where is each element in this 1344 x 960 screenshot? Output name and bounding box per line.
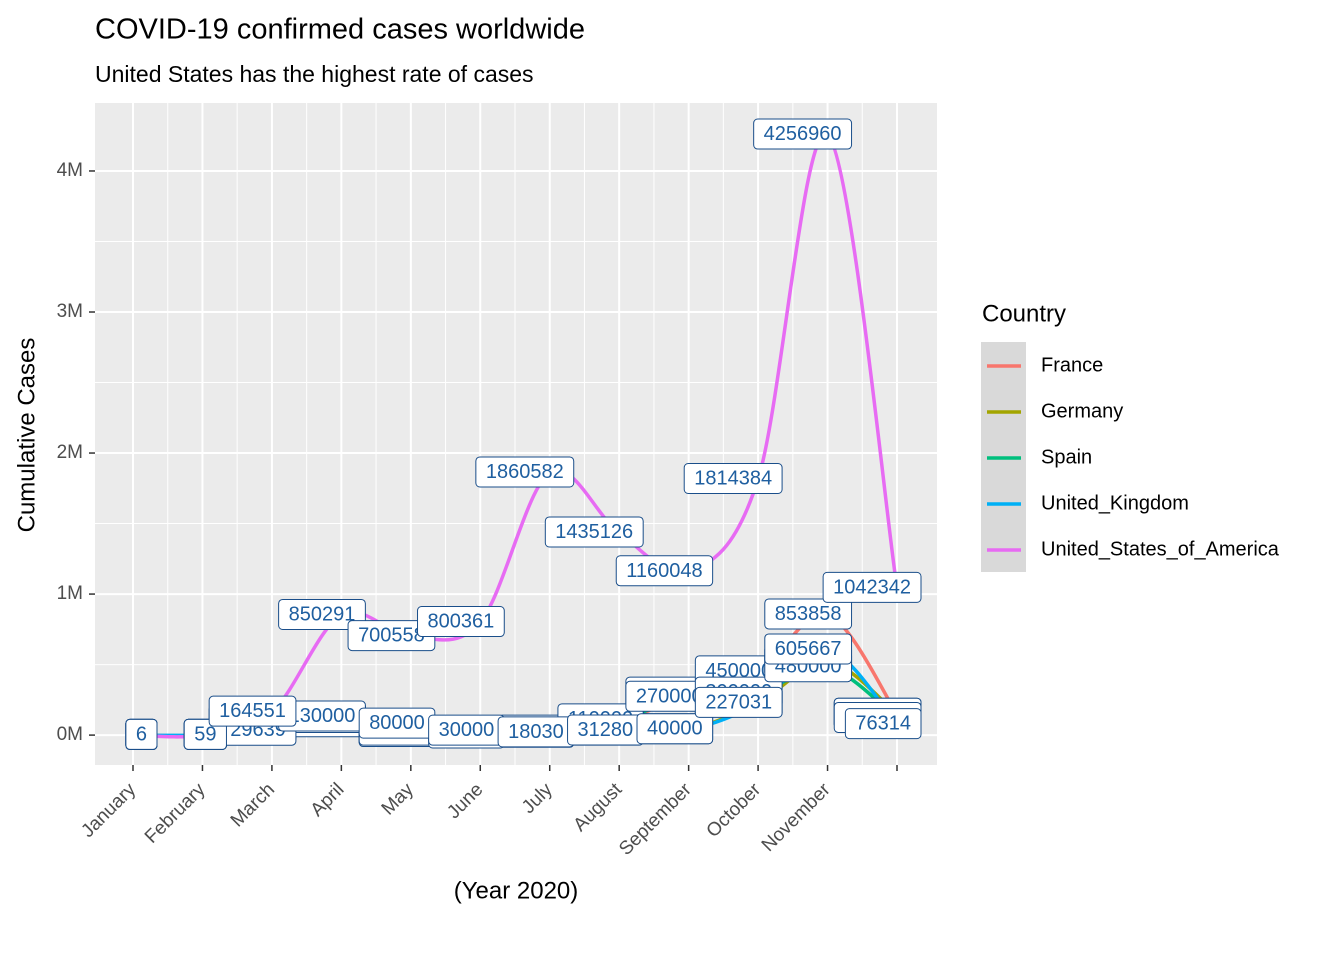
- data-label-text: 227031: [705, 691, 772, 713]
- y-axis-title: Cumulative Cases: [13, 338, 40, 533]
- data-label-box: [208, 695, 297, 727]
- data-label: 6: [125, 718, 158, 750]
- data-label-box: [636, 713, 714, 745]
- data-label-text: 130000: [289, 705, 356, 727]
- data-label-box: [615, 555, 714, 587]
- data-label-text: 450000: [705, 660, 772, 682]
- data-label-text: 76314: [855, 713, 911, 735]
- data-label-text: 270000: [636, 685, 703, 707]
- x-axis-title: (Year 2020): [454, 877, 579, 904]
- data-label: 1160048: [615, 555, 714, 587]
- data-label-text: 1814384: [694, 467, 772, 489]
- data-label-box: [764, 598, 853, 630]
- y-tick-label: 4M: [57, 160, 83, 181]
- y-tick-label: 3M: [57, 301, 83, 322]
- data-label: 30000: [428, 714, 505, 746]
- data-label: 80000: [358, 707, 436, 739]
- data-label: 853858: [764, 598, 853, 630]
- y-tick-label: 1M: [57, 583, 83, 604]
- data-label-text: 31280: [578, 719, 634, 741]
- data-label-text: 853858: [775, 603, 842, 625]
- data-label-box: [417, 606, 505, 638]
- data-label-text: 1160048: [626, 560, 702, 582]
- data-label: 227031: [694, 686, 783, 718]
- legend-label: Germany: [1041, 400, 1123, 422]
- data-label: 1860582: [475, 456, 575, 488]
- data-label: 700558: [347, 620, 436, 652]
- data-label-box: [822, 571, 922, 603]
- data-label-box: [125, 718, 158, 750]
- legend-label: France: [1041, 354, 1103, 376]
- data-label-text: 6: [136, 723, 147, 745]
- x-tick-label: April: [307, 779, 349, 821]
- data-label-text: 30000: [439, 719, 495, 741]
- data-label-box: [683, 462, 783, 494]
- data-label-text: 1042342: [833, 576, 911, 598]
- y-tick-label: 2M: [57, 442, 83, 463]
- legend-label: United_Kingdom: [1041, 492, 1189, 514]
- data-label-text: 164551: [219, 700, 286, 722]
- x-tick-label: February: [141, 779, 210, 848]
- legend-label: United_States_of_America: [1041, 538, 1280, 560]
- data-label: 40000: [636, 713, 714, 745]
- data-label: 1814384: [683, 462, 783, 494]
- data-label-text: 700558: [358, 625, 425, 647]
- x-tick-label: August: [570, 779, 627, 836]
- data-label: 270000: [625, 680, 714, 712]
- data-label: 1435126: [544, 516, 644, 548]
- data-label-text: 59: [194, 723, 216, 745]
- data-label-text: 40000: [647, 718, 703, 740]
- data-label-text: 18030: [508, 721, 564, 743]
- x-tick-label: June: [443, 779, 487, 823]
- data-label-box: [844, 708, 922, 740]
- data-label-text: 80000: [369, 712, 425, 734]
- data-label: 18030: [497, 716, 575, 748]
- data-label-box: [278, 598, 366, 630]
- chart-title: COVID-19 confirmed cases worldwide: [95, 14, 585, 46]
- x-tick-label: May: [378, 779, 419, 820]
- data-label-text: 1435126: [555, 521, 633, 543]
- data-label-text: 1860582: [486, 461, 564, 483]
- data-label: 605667: [764, 633, 853, 665]
- data-label-box: [764, 633, 853, 665]
- data-label-text: 850291: [289, 603, 356, 625]
- data-label-text: 605667: [775, 638, 842, 660]
- x-tick-label: March: [227, 779, 279, 831]
- legend-title: Country: [982, 300, 1066, 327]
- data-label-text: 4256960: [764, 123, 842, 145]
- data-label: 4256960: [753, 118, 853, 150]
- x-tick-label: January: [77, 779, 140, 842]
- data-label: 800361: [417, 606, 505, 638]
- data-label-text: 800361: [428, 611, 495, 633]
- x-tick-label: September: [615, 779, 696, 860]
- x-tick-label: July: [518, 779, 557, 818]
- data-label: 59: [183, 718, 227, 750]
- legend-label: Spain: [1041, 446, 1092, 468]
- data-label-box: [753, 118, 853, 150]
- data-label-box: [183, 718, 227, 750]
- chart-subtitle: United States has the highest rate of ca…: [95, 61, 534, 87]
- data-label: 1042342: [822, 571, 922, 603]
- x-tick-label: November: [758, 779, 835, 856]
- data-label-box: [544, 516, 644, 548]
- data-label: 76314: [844, 708, 922, 740]
- data-label: 164551: [208, 695, 297, 727]
- y-tick-label: 0M: [57, 724, 83, 745]
- data-label: 850291: [278, 598, 366, 630]
- data-label-box: [475, 456, 575, 488]
- data-label-box: [694, 686, 783, 718]
- data-label: 31280: [567, 714, 644, 746]
- x-tick-label: October: [703, 779, 766, 842]
